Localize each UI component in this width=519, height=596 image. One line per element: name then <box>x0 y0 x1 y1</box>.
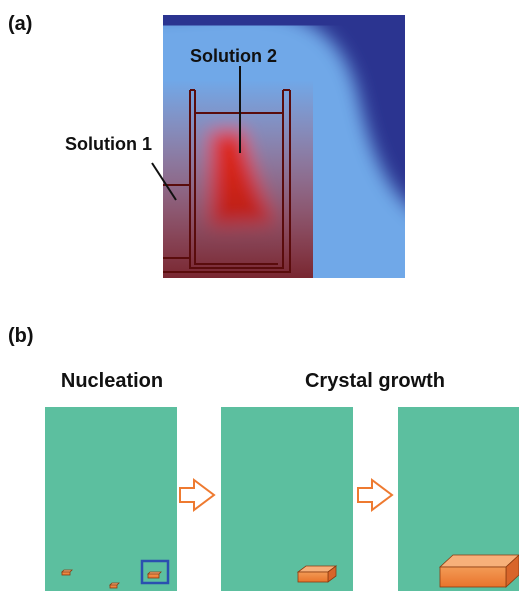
panel-label: (b) <box>8 325 34 347</box>
panel-label: (a) <box>8 13 32 35</box>
stage-title: Nucleation <box>61 370 163 392</box>
figure: (a) Solution 2 Solution 1 (b) Nucleation… <box>0 0 519 591</box>
annotation: Solution 1 <box>65 134 152 154</box>
stage-title: Crystal growth <box>305 370 445 392</box>
annotation: Solution 2 <box>190 46 277 66</box>
heatmap <box>150 15 405 290</box>
